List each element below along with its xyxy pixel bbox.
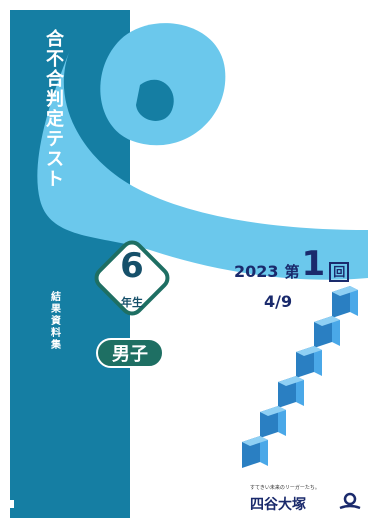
staircase-blocks bbox=[242, 286, 358, 468]
step-block bbox=[260, 406, 286, 438]
step-block bbox=[314, 316, 340, 348]
publisher-tagline: すてきい未来のリーガーたち。 bbox=[250, 485, 320, 491]
yotsuya-otsuka-logo-icon bbox=[339, 492, 361, 510]
grade-label: 年生 bbox=[121, 296, 143, 309]
exam-round-line: 2023 第 1 回 bbox=[234, 244, 350, 284]
title-char: ス bbox=[46, 149, 64, 170]
title-char: 合 bbox=[46, 29, 64, 50]
exam-year: 2023 bbox=[234, 262, 279, 281]
spine-mark bbox=[10, 500, 14, 508]
round-suffix-box: 回 bbox=[329, 262, 350, 282]
title-char: テ bbox=[46, 129, 64, 150]
round-number: 1 bbox=[301, 244, 326, 284]
step-block bbox=[296, 346, 322, 378]
step-block bbox=[242, 436, 268, 468]
subtitle-char: 料 bbox=[51, 328, 61, 339]
test-title: 合 不 合 判 定 テ ス ト bbox=[44, 30, 66, 190]
inner-notch-shape bbox=[136, 79, 174, 121]
title-char: 判 bbox=[46, 89, 64, 110]
step-block bbox=[278, 376, 304, 408]
publisher-name: 四谷大塚 bbox=[250, 497, 306, 513]
grade-number: 6 bbox=[120, 246, 144, 286]
gender-badge: 男子 bbox=[96, 338, 164, 368]
title-char: ト bbox=[46, 169, 64, 190]
exam-date: 4/9 bbox=[264, 292, 293, 311]
title-char: 合 bbox=[46, 69, 64, 90]
results-collection-label: 結 果 資 料 集 bbox=[50, 292, 62, 352]
step-block bbox=[332, 286, 358, 318]
round-prefix: 第 bbox=[284, 263, 300, 281]
title-char: 不 bbox=[46, 49, 64, 70]
title-char: 定 bbox=[46, 109, 64, 130]
grade-diamond-badge bbox=[94, 240, 170, 316]
subtitle-char: 結 bbox=[51, 292, 61, 303]
cover: 合 不 合 判 定 テ ス ト 結 果 資 料 集 6 年生 男子 2023 第… bbox=[10, 10, 368, 518]
decorative-shapes bbox=[37, 23, 368, 280]
subtitle-char: 集 bbox=[51, 340, 61, 351]
subtitle-char: 果 bbox=[51, 304, 61, 315]
large-swoosh-shape bbox=[37, 50, 368, 280]
subtitle-char: 資 bbox=[51, 316, 61, 327]
